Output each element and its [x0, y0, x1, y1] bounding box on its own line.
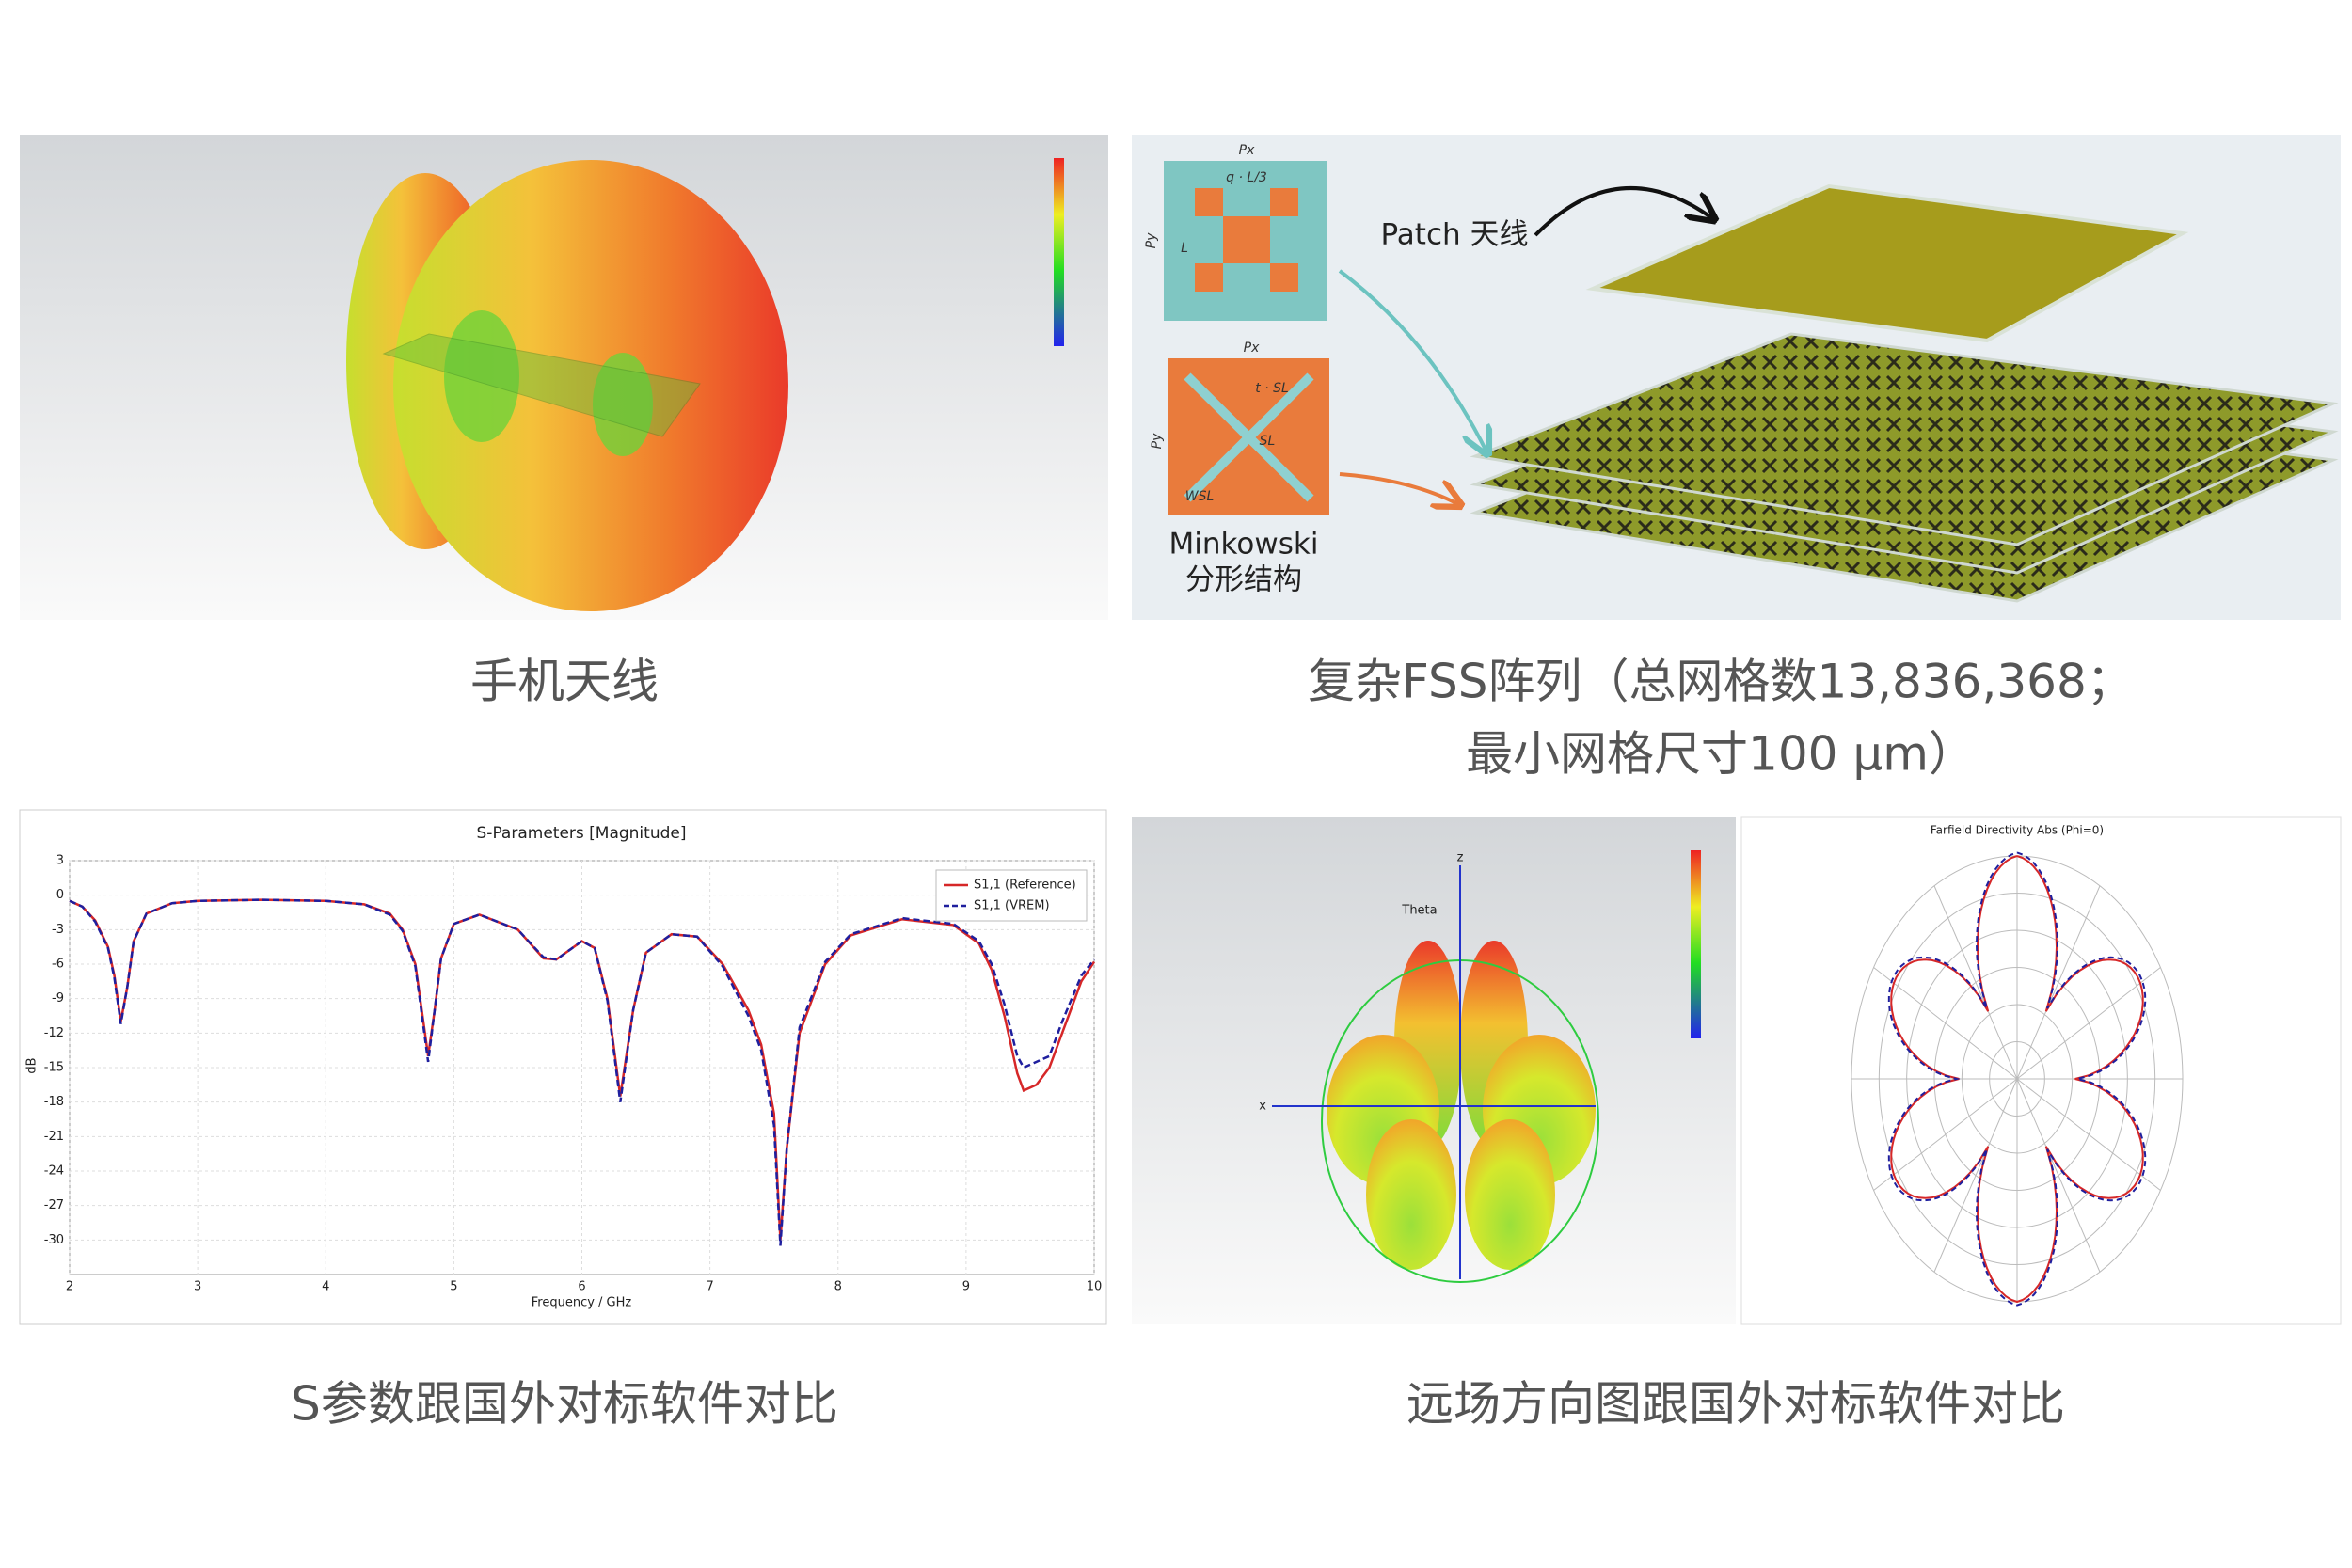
- y-axis-title: dB: [25, 1057, 40, 1073]
- x-tick-label: 2: [66, 1280, 73, 1294]
- x-tick-label: 3: [194, 1280, 201, 1294]
- polar-trace: [1887, 851, 2147, 1307]
- spot: [444, 310, 519, 442]
- y-tick-label: -6: [52, 958, 64, 972]
- y-tick-label: -18: [44, 1095, 64, 1109]
- x-tick-label: 6: [578, 1280, 585, 1294]
- dimension-label: Px: [1239, 143, 1255, 158]
- y-tick-label: -9: [52, 991, 64, 1006]
- dimension-label: Px: [1244, 341, 1260, 356]
- lobe: [1366, 1119, 1456, 1270]
- legend-box: [935, 869, 1088, 922]
- y-tick-label: -21: [44, 1130, 64, 1144]
- panel-fss: Px Py q · L/3 L Px Py t · SL SL WSL Mink…: [1132, 135, 2341, 620]
- label: Patch 天线: [1381, 218, 1529, 252]
- polar-spoke: [2016, 967, 2161, 1080]
- label: 分形结构: [1185, 563, 1302, 597]
- y-tick-label: -30: [44, 1233, 64, 1247]
- panel-farfield: Theta x z Farfield Directivity Abs (Phi=…: [1132, 816, 2342, 1325]
- patch-plate: [1585, 183, 2189, 343]
- shape: [1270, 188, 1298, 216]
- chart: 3 0 -3 -6 -9 -12 -15 -18 -21 -24 -27 -30 2 3 4 5 6 7 8 9 10 S…: [44, 854, 1103, 1294]
- polar-title: Farfield Directivity Abs (Phi=0): [1931, 824, 2104, 837]
- phone-slab: [382, 333, 701, 437]
- slot-cross: [1184, 372, 1314, 502]
- x-tick-label: 8: [834, 1280, 842, 1294]
- shape: [1195, 263, 1223, 292]
- caption: 手机天线: [470, 655, 659, 709]
- caption: 最小网格尺寸100 μm）: [1466, 727, 1976, 782]
- x-axis-title: Frequency / GHz: [532, 1296, 632, 1310]
- panel-phone-antenna: [20, 135, 1108, 620]
- caption: 远场方向图跟国外对标软件对比: [1406, 1377, 2065, 1432]
- colorbar: [1054, 158, 1064, 346]
- y-tick-label: -15: [44, 1061, 64, 1075]
- polar-grid: [1851, 851, 2184, 1307]
- dimension-label: WSL: [1185, 489, 1215, 504]
- series-line: [69, 898, 1095, 1246]
- dimension-label: Py: [1150, 433, 1165, 449]
- polar-trace: [1890, 855, 2144, 1304]
- polar-spoke: [2016, 1078, 2161, 1191]
- minkowski-cross: [1195, 188, 1298, 292]
- polar-spoke: [2016, 885, 2101, 1080]
- legend-label: S1,1 (Reference): [974, 879, 1076, 893]
- x-tick-label: 9: [962, 1280, 970, 1294]
- label: Minkowski: [1169, 528, 1319, 562]
- polar-spoke: [1873, 967, 2018, 1080]
- dimension-label: t · SL: [1255, 381, 1289, 396]
- legend-label: S1,1 (VREM): [974, 899, 1050, 913]
- axis-label: Theta: [1401, 904, 1437, 918]
- panel-background: [1740, 816, 2342, 1325]
- shape: [1270, 263, 1298, 292]
- y-tick-label: -24: [44, 1164, 64, 1179]
- fss-layer: [1470, 332, 2339, 546]
- chart-title: S-Parameters [Magnitude]: [477, 824, 687, 843]
- caption: 复杂FSS阵列（总网格数13,836,368；: [1308, 655, 2134, 709]
- lobe: [393, 160, 788, 611]
- x-tick-label: 4: [322, 1280, 329, 1294]
- spot: [593, 353, 653, 456]
- y-tick-label: -27: [44, 1198, 64, 1212]
- x-tick-label: 10: [1087, 1280, 1103, 1294]
- dimension-label: L: [1181, 241, 1188, 256]
- dimension-label: SL: [1260, 434, 1276, 449]
- shape: [1223, 216, 1270, 263]
- y-tick-label: 0: [56, 888, 64, 902]
- arrow: [1534, 186, 1712, 237]
- x-tick-label: 5: [450, 1280, 457, 1294]
- polar-spoke: [2016, 1078, 2101, 1273]
- arrow: [1339, 472, 1458, 504]
- axis-label: z: [1457, 851, 1464, 865]
- dimension-label: Py: [1144, 232, 1159, 248]
- y-tick-label: -3: [52, 923, 64, 937]
- lobe: [1465, 1119, 1555, 1270]
- colorbar: [1691, 850, 1701, 1038]
- polar-spoke: [1933, 885, 2018, 1080]
- y-tick-label: 3: [56, 854, 64, 868]
- arrow: [1338, 269, 1486, 451]
- polar-spoke: [1933, 1078, 2018, 1273]
- caption: S参数跟国外对标软件对比: [291, 1377, 838, 1432]
- axis-label: x: [1259, 1100, 1266, 1114]
- shape: [1195, 188, 1223, 216]
- x-tick-label: 7: [706, 1280, 713, 1294]
- y-tick-label: -12: [44, 1026, 64, 1040]
- polar-spoke: [1873, 1078, 2018, 1191]
- dimension-label: q · L/3: [1226, 170, 1267, 185]
